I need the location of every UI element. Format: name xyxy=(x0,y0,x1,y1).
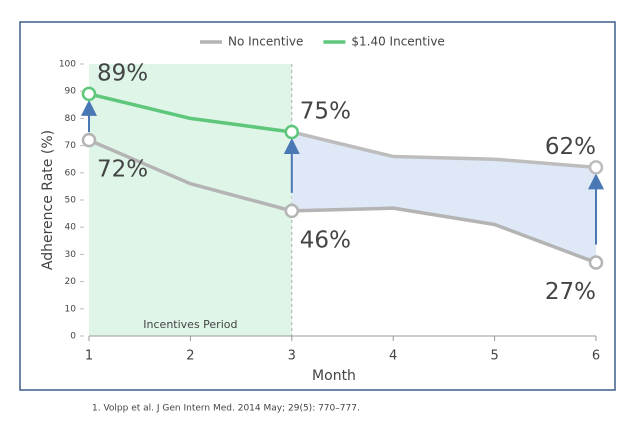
y-tick-label: 20 xyxy=(65,277,77,287)
data-label: 89% xyxy=(97,60,148,86)
y-axis-label: Adherence Rate (%) xyxy=(40,130,56,270)
data-label: 27% xyxy=(545,279,596,305)
point-marker xyxy=(588,255,604,270)
series-line xyxy=(88,92,293,134)
x-tick-label: 3 xyxy=(288,349,296,364)
y-tick-label: 10 xyxy=(65,304,77,314)
legend-label: No Incentive xyxy=(228,35,303,49)
data-label: 72% xyxy=(97,157,148,183)
point-marker xyxy=(284,124,300,140)
y-tick-label: 40 xyxy=(65,223,77,233)
series-line xyxy=(291,130,597,170)
x-tick-label: 5 xyxy=(490,349,498,364)
y-tick-label: 70 xyxy=(65,141,77,151)
y-tick-label: 30 xyxy=(65,250,77,260)
incentive-period xyxy=(89,64,292,336)
y-tick-label: 80 xyxy=(65,114,77,124)
legend-label: $1.40 Incentive xyxy=(351,35,444,49)
series-line xyxy=(88,138,597,265)
footnote: 1. Volpp et al. J Gen Intern Med. 2014 M… xyxy=(92,404,360,414)
y-tick-label: 100 xyxy=(59,60,76,70)
x-tick-label: 1 xyxy=(85,349,93,364)
gap-area xyxy=(291,132,596,263)
y-tick-label: 60 xyxy=(65,168,77,178)
data-label: 46% xyxy=(300,227,351,253)
x-tick-label: 6 xyxy=(592,349,600,364)
point-marker xyxy=(81,86,97,102)
y-tick-label: 90 xyxy=(65,87,77,97)
data-label: 62% xyxy=(545,134,596,160)
y-tick-label: 50 xyxy=(65,196,77,206)
x-tick-label: 2 xyxy=(186,349,194,364)
x-axis-label: Month xyxy=(312,368,356,384)
y-tick-label: 0 xyxy=(70,332,76,342)
data-label: 75% xyxy=(300,99,351,125)
point-marker xyxy=(81,132,97,148)
point-marker xyxy=(284,203,300,219)
x-tick-label: 4 xyxy=(389,349,397,364)
chart-frame xyxy=(19,21,616,391)
point-marker xyxy=(588,160,604,175)
region-label: Incentives Period xyxy=(143,318,237,331)
